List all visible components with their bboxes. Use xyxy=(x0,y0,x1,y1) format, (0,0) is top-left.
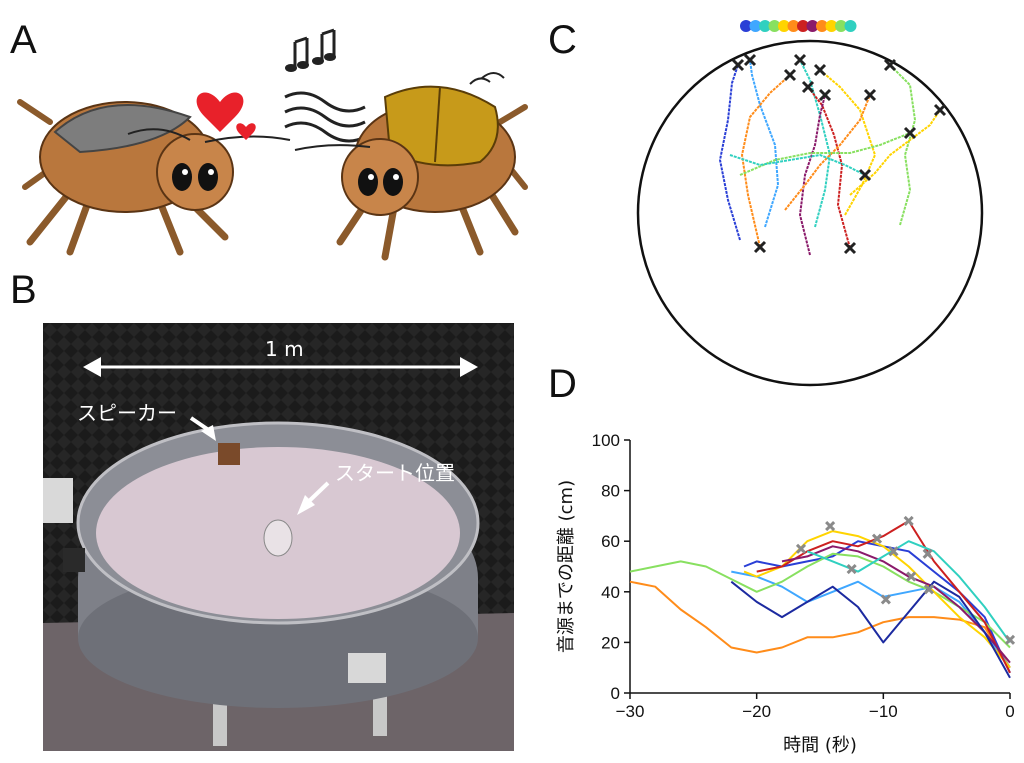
speaker-marker xyxy=(797,20,809,32)
x-tick-label: −20 xyxy=(742,702,771,721)
endpoint-marker xyxy=(906,571,917,582)
series-line xyxy=(806,540,1011,643)
series-line xyxy=(781,545,1011,664)
endpoint-marker xyxy=(903,515,914,527)
sound-wave-icon xyxy=(284,91,366,143)
x-tick-label: −10 xyxy=(869,702,898,721)
arena-outline xyxy=(636,39,984,387)
trajectory-endpoint xyxy=(783,68,797,82)
endpoint-marker xyxy=(871,533,883,544)
endpoint-marker xyxy=(795,543,807,554)
endpoint-marker xyxy=(1004,634,1016,645)
panel-letter-d: D xyxy=(548,362,577,406)
y-axis-label: 音源までの距離 (cm) xyxy=(556,480,577,653)
trajectory-plot xyxy=(636,20,984,387)
trajectory-line xyxy=(739,132,911,176)
trajectory-line xyxy=(729,153,866,176)
speaker-marker xyxy=(806,20,819,32)
y-tick-label: 100 xyxy=(592,431,620,450)
x-axis-label: 時間 (秒) xyxy=(783,735,857,756)
endpoint-marker xyxy=(888,546,899,557)
trajectory-endpoint xyxy=(903,126,917,140)
trajectory-endpoint xyxy=(793,53,807,67)
speaker-marker xyxy=(778,20,790,32)
trajectory-endpoint xyxy=(813,63,827,77)
panel-letter-a: A xyxy=(10,18,37,62)
trajectory-line xyxy=(798,94,826,256)
speaker-marker xyxy=(787,20,800,32)
trajectory-line xyxy=(718,64,741,241)
speaker-marker xyxy=(740,20,752,32)
speaker-label: スピーカー xyxy=(77,401,177,425)
trajectory-endpoint xyxy=(883,58,897,72)
trajectory-endpoint xyxy=(731,58,745,72)
y-tick-label: 60 xyxy=(601,532,620,551)
endpoint-marker xyxy=(922,548,933,559)
trajectory-line xyxy=(749,59,780,228)
series-line xyxy=(731,570,1011,669)
arena-photo: 1 m スピーカー スタート位置 xyxy=(43,323,514,751)
series-line xyxy=(730,580,1011,679)
speaker-marker xyxy=(844,20,857,32)
cricket-illustration xyxy=(17,28,528,261)
y-tick-label: 80 xyxy=(601,482,620,501)
scale-label: 1 m xyxy=(265,337,304,361)
left-cricket xyxy=(17,99,291,256)
right-cricket xyxy=(294,72,528,261)
speaker-marker xyxy=(749,20,762,32)
endpoint-marker xyxy=(923,584,934,595)
trajectory-line xyxy=(889,64,917,226)
series-line xyxy=(756,520,1011,674)
start-position-label: スタート位置 xyxy=(335,461,455,485)
trajectory-line xyxy=(819,69,877,216)
speaker-marker xyxy=(759,20,771,32)
speaker-marker xyxy=(825,20,838,32)
trajectory-endpoint xyxy=(743,53,757,67)
x-tick-label: 0 xyxy=(1005,702,1014,721)
trajectory-line xyxy=(784,94,871,211)
trajectory-line xyxy=(799,59,832,228)
trajectory-endpoint xyxy=(863,88,877,102)
y-tick-label: 20 xyxy=(601,633,620,652)
heart-icon xyxy=(196,92,256,140)
y-tick-label: 0 xyxy=(611,684,620,703)
series-line xyxy=(629,580,1011,669)
trajectory-endpoint xyxy=(933,103,947,117)
trajectory-line xyxy=(807,86,851,249)
endpoint-marker xyxy=(880,594,891,605)
trajectory-line xyxy=(740,74,791,248)
endpoint-marker xyxy=(825,520,836,532)
series-line xyxy=(629,552,1011,649)
distance-time-chart: 0 20 40 60 80 100 −30 −20 −10 0 時間 (秒) 音源までの距離 (cm) xyxy=(556,431,1016,756)
trajectory-endpoint xyxy=(801,80,815,94)
trajectory-line xyxy=(849,109,941,196)
x-tick-label: −30 xyxy=(616,702,645,721)
speaker-marker xyxy=(768,20,781,32)
music-notes-icon xyxy=(285,28,336,72)
y-tick-label: 40 xyxy=(601,583,620,602)
speaker-marker xyxy=(816,20,828,32)
trajectory-endpoint xyxy=(843,241,857,255)
trajectory-endpoint xyxy=(753,240,767,254)
endpoint-marker xyxy=(846,563,857,575)
panel-letter-b: B xyxy=(10,268,37,312)
trajectory-endpoint xyxy=(858,168,872,182)
panel-letter-c: C xyxy=(548,18,577,62)
speaker-marker xyxy=(835,20,847,32)
trajectory-endpoint xyxy=(818,88,832,102)
